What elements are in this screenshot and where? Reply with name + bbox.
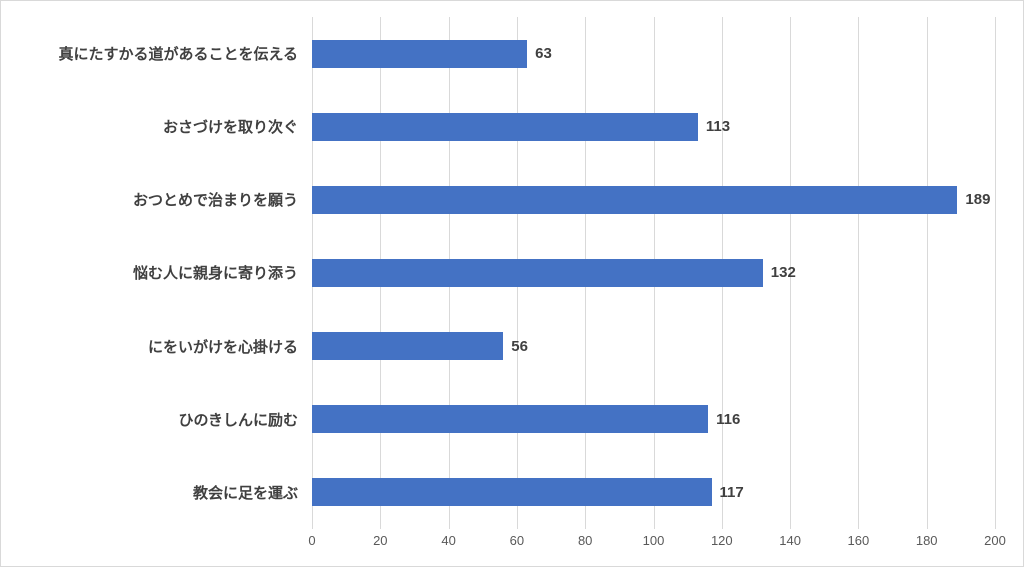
bar-row: 117 bbox=[312, 456, 995, 529]
bar[interactable] bbox=[312, 39, 528, 68]
bar[interactable] bbox=[312, 332, 504, 361]
value-label: 189 bbox=[965, 191, 991, 209]
x-tick-label: 120 bbox=[710, 533, 733, 548]
x-tick-label: 60 bbox=[509, 533, 525, 548]
bar-row: 113 bbox=[312, 90, 995, 163]
x-tick-label: 80 bbox=[577, 533, 593, 548]
category-label: おつとめで治まりを願う bbox=[132, 192, 298, 210]
value-label: 117 bbox=[719, 483, 744, 501]
value-label: 132 bbox=[770, 264, 796, 282]
bar-row: 56 bbox=[312, 310, 995, 383]
category-label: 悩む人に親身に寄り添う bbox=[132, 265, 298, 283]
value-label: 116 bbox=[716, 410, 741, 428]
x-tick-label: 0 bbox=[308, 533, 316, 548]
bar-row: 189 bbox=[312, 163, 995, 236]
gridline bbox=[790, 17, 792, 529]
x-tick-label: 20 bbox=[373, 533, 388, 548]
x-tick-label: 200 bbox=[984, 533, 1006, 548]
bar[interactable] bbox=[312, 258, 763, 287]
category-label: 教会に足を運ぶ bbox=[192, 484, 298, 502]
bar-row: 132 bbox=[312, 236, 995, 309]
bar-row: 63 bbox=[312, 17, 995, 90]
category-label: にをいがけを心掛ける bbox=[147, 338, 298, 356]
gridline bbox=[995, 17, 996, 529]
bar[interactable] bbox=[312, 185, 958, 214]
value-label: 113 bbox=[705, 118, 731, 136]
x-tick-label: 180 bbox=[915, 533, 938, 548]
plot-area: 63 113 189 132 56 116 117 bbox=[312, 17, 996, 529]
bar[interactable] bbox=[312, 112, 698, 141]
bar-row: 116 bbox=[312, 383, 995, 456]
gridline bbox=[926, 17, 928, 529]
value-label: 56 bbox=[511, 337, 528, 355]
value-axis: 0 20 40 60 80 100 120 140 160 180 200 bbox=[1, 534, 1023, 554]
category-axis: 真にたすかる道があることを伝えるおさづけを取り次ぐおつとめで治まりを願う 悩む人に… bbox=[1, 17, 305, 529]
gridline bbox=[858, 17, 860, 529]
x-tick-label: 40 bbox=[441, 533, 456, 548]
x-tick-label: 160 bbox=[847, 533, 870, 548]
value-label: 63 bbox=[535, 45, 552, 63]
category-label: ひのきしんに励む bbox=[178, 411, 298, 429]
x-tick-label: 140 bbox=[779, 533, 801, 548]
bar[interactable] bbox=[312, 478, 712, 507]
category-label: おさづけを取り次ぐ bbox=[162, 119, 298, 137]
category-label: 真にたすかる道があることを伝える bbox=[58, 46, 298, 64]
x-tick-label: 100 bbox=[642, 533, 665, 548]
bar[interactable] bbox=[312, 405, 709, 434]
